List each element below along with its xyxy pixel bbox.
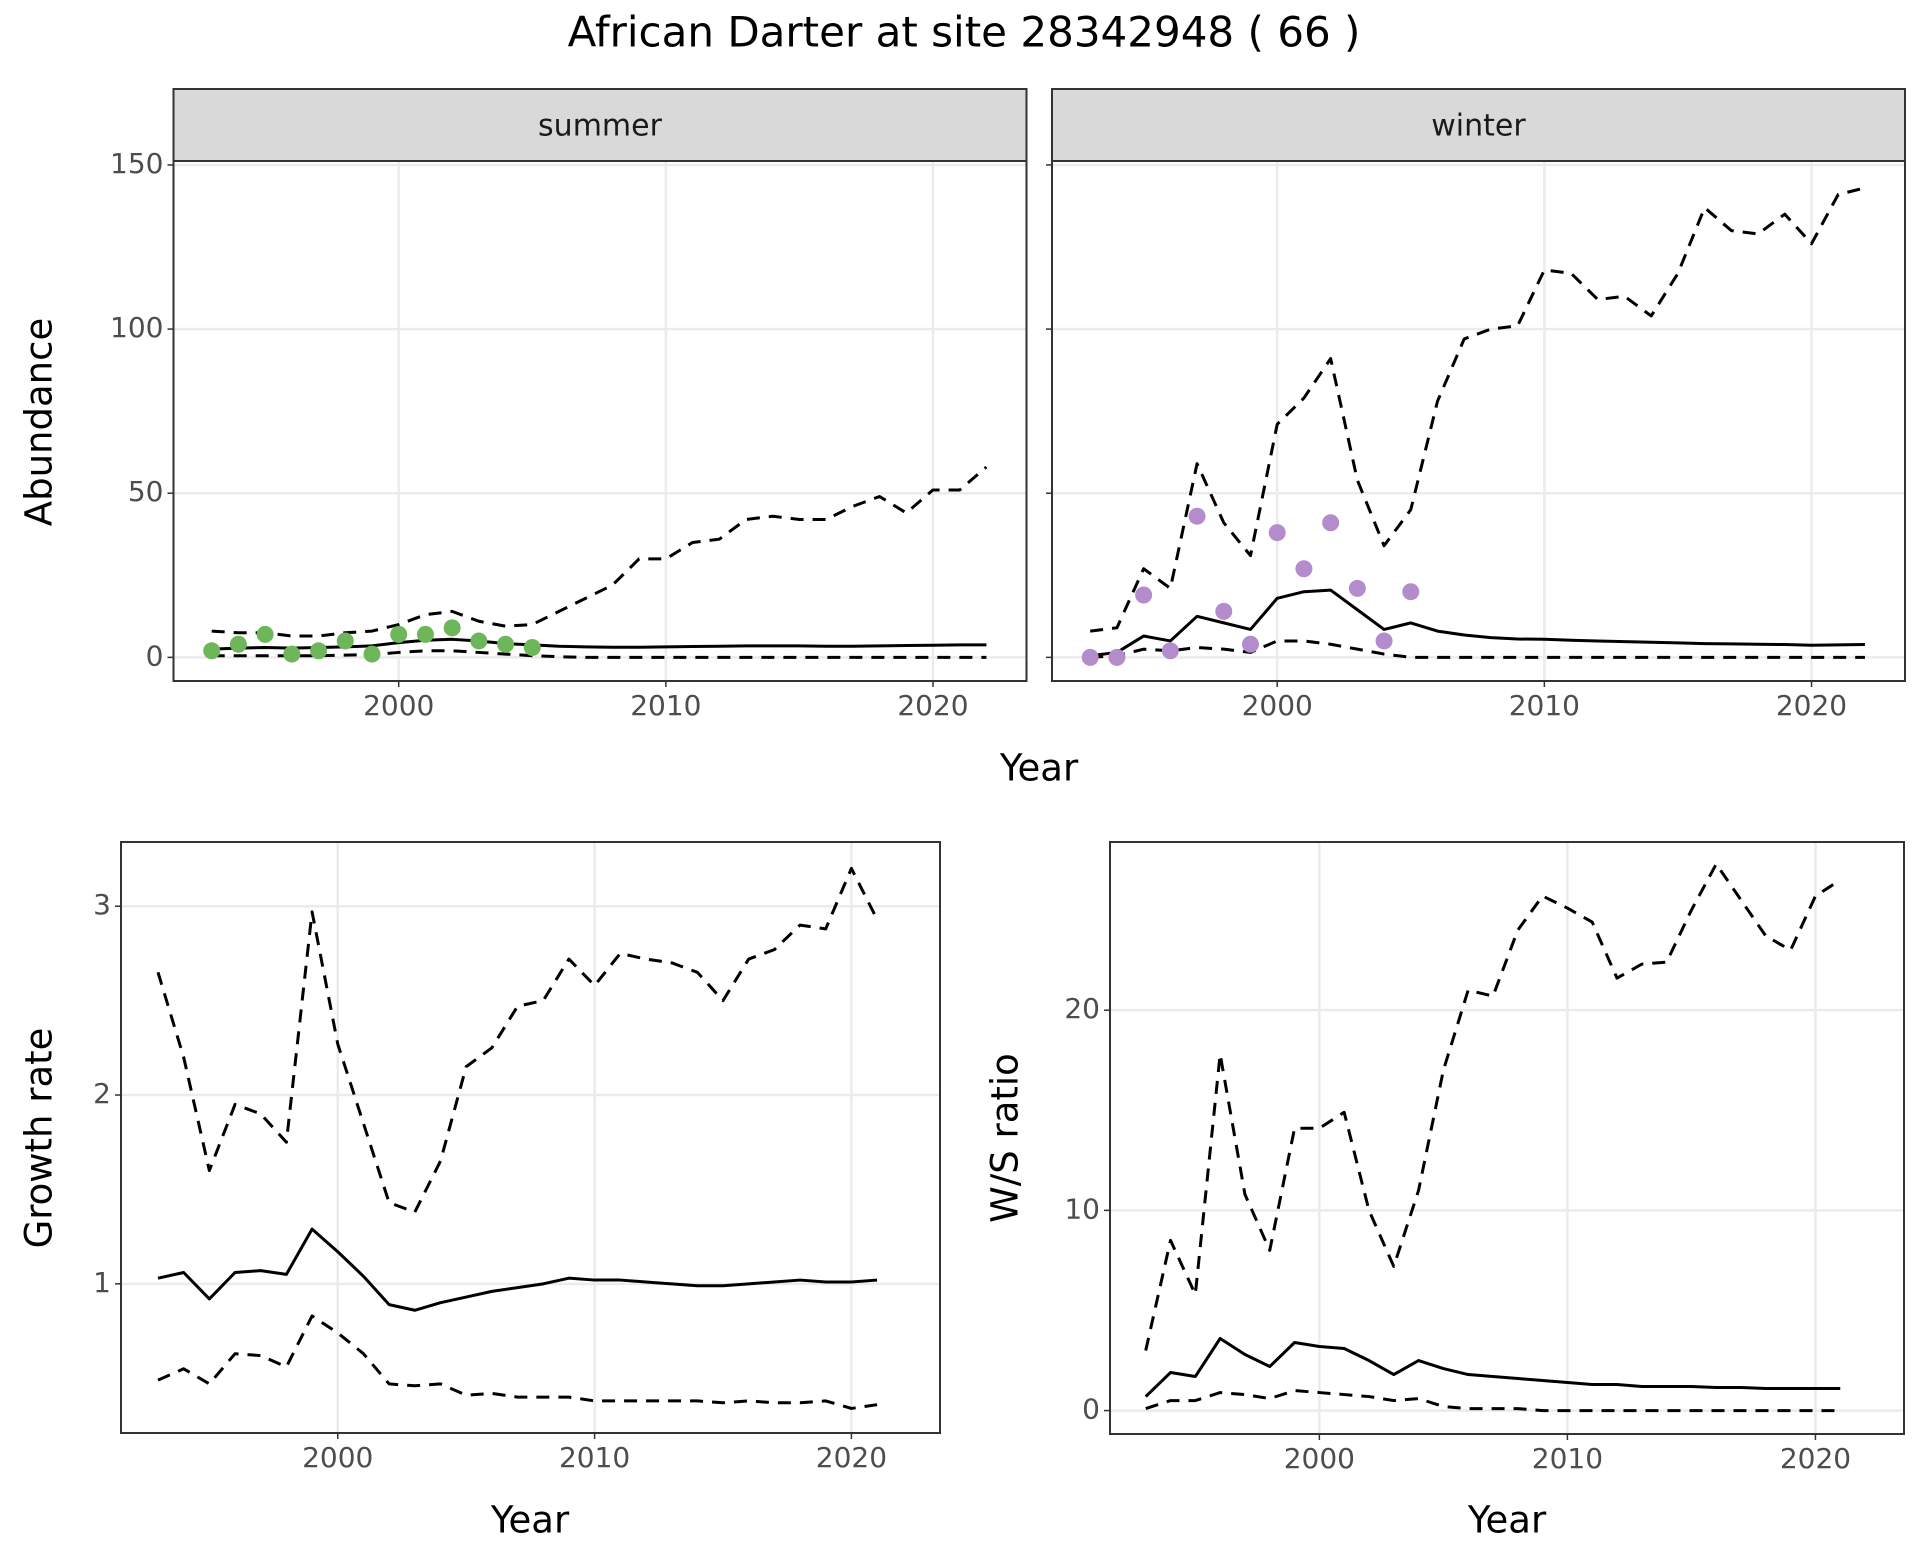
point xyxy=(1402,583,1420,601)
point xyxy=(310,642,328,660)
point xyxy=(390,625,408,643)
y-tick-label: 0 xyxy=(1082,1393,1100,1426)
x-tick-label: 2010 xyxy=(630,689,701,722)
x-axis-title: Year xyxy=(999,747,1079,790)
interval-line xyxy=(1090,639,1865,659)
x-tick-label: 2010 xyxy=(1509,689,1580,722)
panel: 0 10 20 2000 2010 2020 Year W/S ratio xyxy=(984,841,1905,1542)
facet-strip xyxy=(1051,88,1906,162)
point xyxy=(523,639,541,657)
x-tick-label: 2000 xyxy=(1284,1442,1355,1475)
point xyxy=(283,645,301,663)
y-tick-label: 100 xyxy=(110,311,163,344)
mean-line xyxy=(1144,1337,1841,1398)
point xyxy=(256,625,274,643)
point xyxy=(1295,560,1313,578)
panel-background xyxy=(121,842,940,1433)
interval-line xyxy=(211,649,987,659)
mean-line xyxy=(1090,588,1865,658)
point xyxy=(1081,648,1099,666)
y-tick-label: 20 xyxy=(1064,992,1100,1025)
interval-line xyxy=(1090,186,1866,633)
x-tick-label: 2020 xyxy=(1776,689,1847,722)
x-tick-label: 2020 xyxy=(816,1441,887,1474)
panel-background xyxy=(173,161,1027,681)
point xyxy=(416,625,434,643)
point xyxy=(1322,514,1340,532)
mean-line xyxy=(157,1227,878,1312)
x-axis-title: Year xyxy=(490,1499,570,1542)
point xyxy=(1188,507,1206,525)
point xyxy=(203,642,221,660)
interval-line xyxy=(1145,1389,1841,1413)
point xyxy=(1348,579,1366,597)
interval-line xyxy=(157,1314,878,1410)
panel: 1 2 3 2000 2010 2020 Year Growth rate xyxy=(18,841,941,1542)
facet-label: summer xyxy=(538,109,663,144)
point xyxy=(443,619,461,637)
panel-border xyxy=(120,841,941,1434)
point xyxy=(1161,642,1179,660)
point xyxy=(497,635,515,653)
point xyxy=(1241,635,1259,653)
point xyxy=(1135,586,1153,604)
facet-strip xyxy=(172,88,1028,162)
panel: 0 50 100 150 2000 2010 2020 summer Year Abundance xyxy=(18,88,1079,790)
x-axis-title: Year xyxy=(1467,1499,1547,1542)
y-axis-title: Growth rate xyxy=(18,1028,61,1249)
point xyxy=(1268,524,1286,542)
panel-background xyxy=(1110,842,1904,1434)
y-tick-label: 150 xyxy=(110,147,163,180)
y-tick-label: 3 xyxy=(93,888,111,921)
figure-title: African Darter at site 28342948 ( 66 ) xyxy=(568,8,1361,57)
x-tick-label: 2000 xyxy=(1242,689,1313,722)
interval-line xyxy=(211,465,988,638)
y-axis-title: Abundance xyxy=(18,318,61,526)
y-tick-label: 0 xyxy=(146,639,164,672)
x-tick-label: 2000 xyxy=(302,1441,373,1474)
panel: 2000 2010 2020 winter xyxy=(1046,88,1906,722)
y-tick-label: 2 xyxy=(93,1077,111,1110)
point xyxy=(229,635,247,653)
x-tick-label: 2000 xyxy=(363,689,434,722)
point xyxy=(1108,648,1126,666)
point xyxy=(336,632,354,650)
y-tick-label: 1 xyxy=(93,1266,111,1299)
interval-line xyxy=(1144,862,1842,1351)
point xyxy=(1215,602,1233,620)
point xyxy=(363,645,381,663)
panel-background xyxy=(1052,161,1905,681)
facet-label: winter xyxy=(1431,109,1526,144)
point xyxy=(470,632,488,650)
panel-border xyxy=(1109,841,1905,1435)
y-tick-label: 50 xyxy=(128,475,164,508)
point xyxy=(1375,632,1393,650)
y-axis-title: W/S ratio xyxy=(984,1053,1027,1223)
x-tick-label: 2010 xyxy=(1532,1442,1603,1475)
x-tick-label: 2020 xyxy=(1780,1442,1851,1475)
x-tick-label: 2010 xyxy=(559,1441,630,1474)
y-tick-label: 10 xyxy=(1064,1192,1100,1225)
x-tick-label: 2020 xyxy=(897,689,968,722)
